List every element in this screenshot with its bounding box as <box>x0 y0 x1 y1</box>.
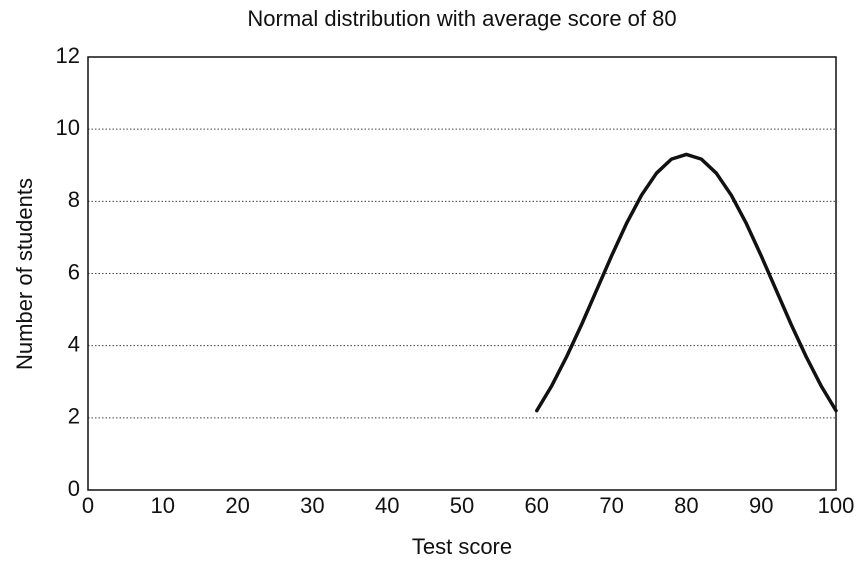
x-tick-label: 100 <box>818 493 855 518</box>
y-tick-label: 0 <box>68 476 80 501</box>
y-tick-label: 12 <box>56 43 80 68</box>
x-tick-label: 70 <box>599 493 623 518</box>
x-tick-label: 10 <box>151 493 175 518</box>
chart-title: Normal distribution with average score o… <box>247 6 676 31</box>
x-axis-label: Test score <box>412 534 512 559</box>
y-tick-label: 10 <box>56 115 80 140</box>
x-tick-label: 20 <box>225 493 249 518</box>
y-tick-label: 2 <box>68 404 80 429</box>
x-tick-label: 50 <box>450 493 474 518</box>
y-axis-label: Number of students <box>12 178 37 370</box>
plot-frame <box>87 56 837 491</box>
x-tick-label: 60 <box>525 493 549 518</box>
x-tick-label: 40 <box>375 493 399 518</box>
x-tick-label: 90 <box>749 493 773 518</box>
x-tick-label: 30 <box>300 493 324 518</box>
y-tick-label: 4 <box>68 331 80 356</box>
y-tick-label: 8 <box>68 187 80 212</box>
y-tick-label: 6 <box>68 259 80 284</box>
x-tick-label: 0 <box>82 493 94 518</box>
line <box>535 152 838 413</box>
x-tick-label: 80 <box>674 493 698 518</box>
